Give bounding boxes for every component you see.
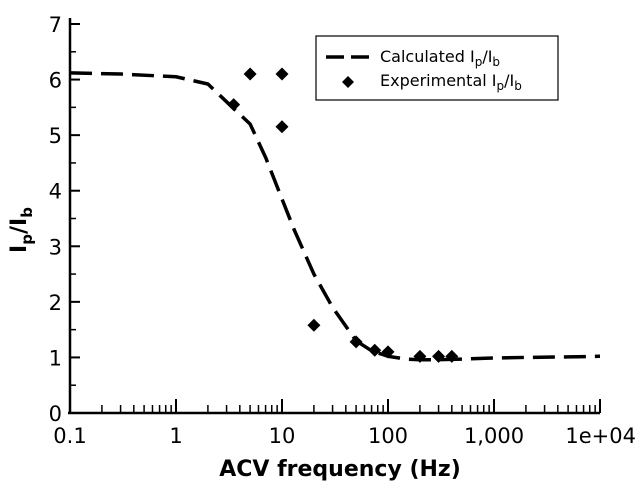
experimental-data-point xyxy=(445,349,459,363)
legend-experimental-slash: /I xyxy=(504,71,514,90)
y-tick-label: 3 xyxy=(49,235,62,259)
x-tick-label: 0.1 xyxy=(53,424,86,448)
x-tick-label: 1e+04 xyxy=(565,424,636,448)
tick-labels: 0 1 2 3 4 5 6 7 0.1 1 10 100 1,000 1e+04 xyxy=(49,13,636,448)
legend: Calculated Ip/Ib Experimental Ip/Ib xyxy=(315,35,559,101)
experimental-data-point xyxy=(275,120,289,134)
x-tick-label: 100 xyxy=(368,424,408,448)
calculated-series-line xyxy=(69,71,601,362)
legend-diamond-icon xyxy=(342,76,354,88)
experimental-series-markers xyxy=(227,67,459,363)
y-axis-title-sub-p: p xyxy=(18,234,36,245)
y-tick-label: 2 xyxy=(49,291,62,315)
y-tick-label: 6 xyxy=(49,69,62,93)
x-tick-label: 1,000 xyxy=(464,424,524,448)
experimental-data-point xyxy=(307,318,321,332)
y-tick-label: 7 xyxy=(49,13,62,37)
y-axis-title: Ip/Ib xyxy=(7,207,36,253)
experimental-data-point xyxy=(243,67,257,81)
legend-experimental-label: Experimental Ip/Ib xyxy=(380,71,522,93)
y-tick-label: 5 xyxy=(49,124,62,148)
x-tick-label: 1 xyxy=(169,424,182,448)
y-tick-label: 1 xyxy=(49,346,62,370)
y-axis-title-sub-b: b xyxy=(18,207,36,218)
legend-calculated-text: Calculated I xyxy=(380,47,475,66)
y-axis-title-main: I xyxy=(7,245,32,253)
ticks xyxy=(69,23,601,414)
legend-experimental-sub-p: p xyxy=(497,79,505,93)
y-axis-title-slash: /I xyxy=(7,218,32,234)
axes xyxy=(68,18,600,415)
legend-experimental-text: Experimental I xyxy=(380,71,497,90)
legend-calculated-slash: /I xyxy=(482,47,492,66)
x-tick-label: 10 xyxy=(269,424,296,448)
legend-calculated-label: Calculated Ip/Ib xyxy=(380,47,500,69)
experimental-data-point xyxy=(275,67,289,81)
y-tick-label: 4 xyxy=(49,180,62,204)
legend-calculated-sub-p: p xyxy=(475,55,483,69)
legend-box xyxy=(315,35,559,101)
x-axis-title: ACV frequency (Hz) xyxy=(219,457,461,482)
legend-calculated-sub-b: b xyxy=(492,55,500,69)
y-tick-label: 0 xyxy=(49,402,62,426)
experimental-data-point xyxy=(381,345,395,359)
legend-experimental-sub-b: b xyxy=(514,79,522,93)
experimental-data-point xyxy=(227,98,241,112)
experimental-data-point xyxy=(349,335,363,349)
experimental-data-point xyxy=(413,349,427,363)
experimental-data-point xyxy=(368,343,382,357)
experimental-data-point xyxy=(432,349,446,363)
